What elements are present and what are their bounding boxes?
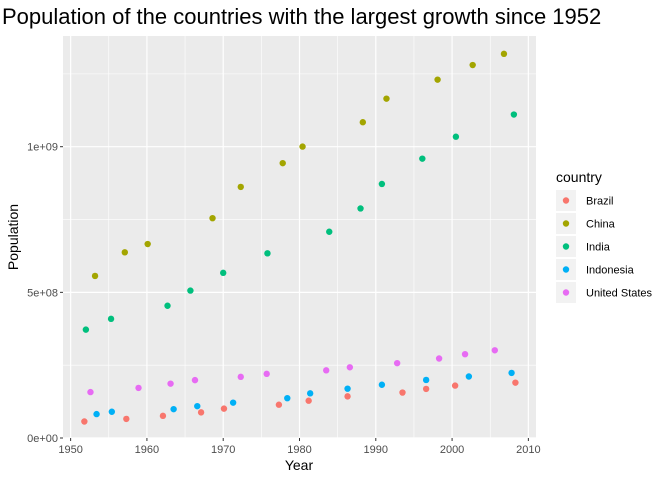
point-brazil — [123, 415, 130, 423]
x-tick-label: 2010 — [516, 444, 540, 456]
point-united-states — [263, 370, 270, 378]
point-brazil — [422, 385, 430, 393]
point-united-states — [435, 355, 443, 362]
point-brazil — [275, 401, 283, 408]
point-china — [299, 143, 306, 150]
point-china — [359, 119, 367, 126]
legend-title: country — [556, 169, 602, 185]
data-points — [81, 50, 519, 425]
point-india — [187, 287, 194, 294]
legend-swatch-brazil — [562, 197, 570, 204]
legend: country Brazil China India Indonesia United … — [556, 169, 653, 303]
point-brazil — [512, 379, 519, 386]
point-indonesia — [344, 385, 351, 392]
point-indonesia — [229, 399, 237, 406]
point-indonesia — [422, 376, 430, 384]
point-china — [91, 272, 99, 280]
legend-label-indonesia: Indonesia — [586, 265, 635, 277]
point-brazil — [305, 397, 312, 404]
point-united-states — [491, 347, 499, 354]
x-tick-label: 1950 — [58, 444, 82, 456]
x-tick-label: 2000 — [440, 444, 464, 456]
x-tick-label: 1990 — [364, 444, 388, 456]
point-united-states — [461, 350, 469, 358]
point-india — [378, 180, 386, 188]
x-tick-label: 1980 — [287, 444, 311, 456]
legend-label-united-states: United States — [586, 288, 653, 300]
point-india — [452, 133, 460, 140]
point-china — [144, 240, 151, 248]
point-china — [469, 61, 476, 69]
point-india — [326, 228, 333, 235]
point-india — [357, 205, 364, 212]
point-united-states — [346, 364, 354, 371]
point-india — [107, 315, 115, 323]
x-axis-ticks: 1950 1960 1970 1980 1990 2000 2010 — [58, 438, 541, 456]
point-china — [209, 214, 216, 222]
point-united-states — [167, 380, 174, 387]
point-indonesia — [465, 373, 473, 380]
point-india — [164, 302, 171, 309]
legend-swatch-united-states — [562, 289, 570, 296]
point-brazil — [197, 409, 205, 416]
point-brazil — [344, 393, 351, 400]
point-united-states — [237, 373, 244, 381]
point-indonesia — [108, 408, 116, 415]
point-indonesia — [93, 410, 100, 418]
point-united-states — [323, 367, 330, 374]
point-india — [82, 326, 90, 333]
point-india — [510, 111, 518, 118]
major-grid — [63, 36, 536, 439]
point-india — [264, 250, 271, 257]
point-china — [279, 159, 286, 167]
legend-label-brazil: Brazil — [586, 196, 614, 208]
point-china — [383, 95, 390, 102]
point-india — [419, 155, 426, 162]
point-indonesia — [194, 402, 201, 410]
legend-swatch-india — [562, 243, 570, 250]
legend-label-china: China — [586, 219, 616, 231]
y-tick-label: 1e+09 — [27, 142, 58, 154]
point-china — [121, 249, 128, 256]
point-brazil — [81, 418, 88, 425]
legend-swatch-indonesia — [562, 266, 570, 273]
chart-title: Population of the countries with the lar… — [2, 4, 601, 29]
point-united-states — [87, 388, 94, 396]
point-indonesia — [284, 394, 291, 402]
point-united-states — [135, 384, 142, 392]
y-tick-label: 5e+08 — [27, 287, 58, 299]
minor-grid — [63, 36, 536, 438]
point-brazil — [220, 405, 228, 412]
point-china — [434, 76, 441, 83]
y-axis-ticks: 0e+00 5e+08 1e+09 — [27, 142, 63, 445]
x-tick-label: 1960 — [135, 444, 159, 456]
point-indonesia — [508, 369, 515, 377]
point-brazil — [159, 412, 167, 420]
point-brazil — [399, 389, 406, 396]
point-china — [237, 183, 244, 191]
point-india — [220, 269, 227, 277]
legend-swatch-china — [562, 220, 570, 227]
point-united-states — [191, 376, 199, 384]
legend-label-india: India — [586, 242, 611, 254]
y-axis-label: Population — [5, 204, 21, 270]
y-tick-label: 0e+00 — [27, 433, 58, 445]
point-indonesia — [378, 381, 386, 388]
point-indonesia — [306, 390, 314, 397]
point-indonesia — [170, 405, 177, 413]
x-axis-label: Year — [285, 457, 314, 473]
point-china — [500, 50, 508, 58]
point-united-states — [393, 359, 401, 367]
x-tick-label: 1970 — [211, 444, 235, 456]
point-brazil — [451, 382, 459, 389]
